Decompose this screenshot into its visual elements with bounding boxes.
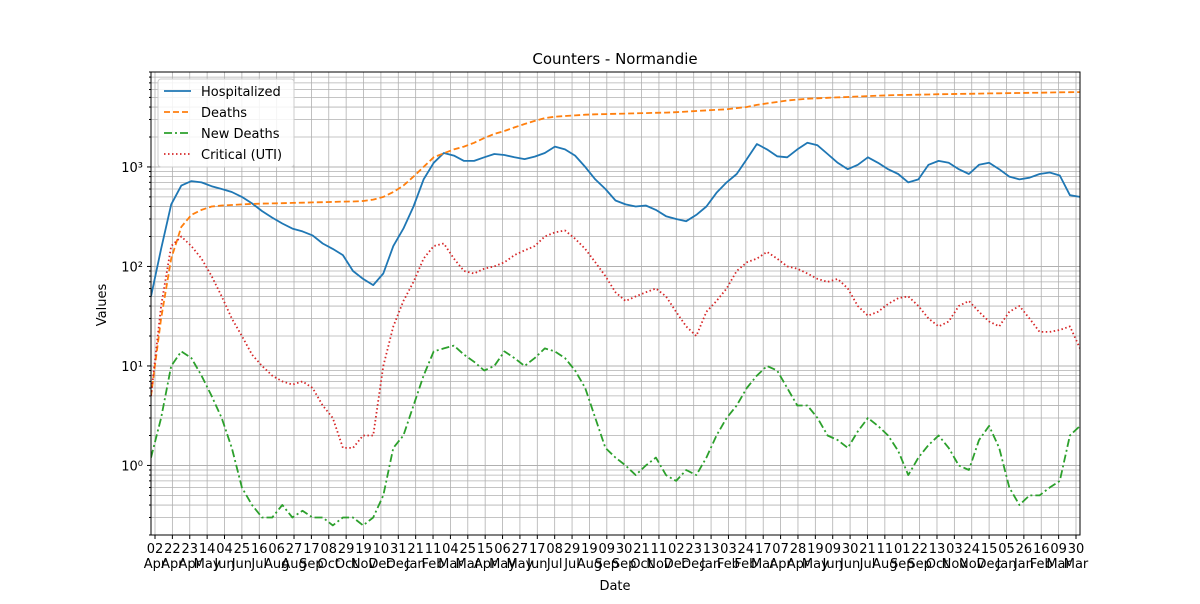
x-tick-label: 14 May: [194, 542, 221, 572]
x-tick-label: 16 Feb: [1030, 542, 1053, 572]
x-tick-label: 11 Nov: [646, 542, 672, 572]
x-tick-label: 22 Apr: [161, 542, 184, 572]
x-tick-label: 28 Apr: [787, 542, 810, 572]
grid-lines: [151, 71, 1080, 536]
x-tick-label: 03 Nov: [942, 542, 968, 572]
x-tick-label: 23 Apr: [179, 542, 202, 572]
x-tick-label: 21 Jan: [405, 542, 426, 572]
x-tick-label: 25 Mar: [456, 542, 481, 572]
x-tick-label: 01 Sep: [890, 542, 915, 572]
x-tick-label: 08 Jul: [546, 542, 563, 572]
x-tick-label: 11 Aug: [872, 542, 897, 572]
x-tick-label: 23 Dec: [681, 542, 706, 572]
legend: Hospitalized Deaths New Deaths Critical (UT…: [157, 78, 295, 168]
x-tick-label: 17 Sep: [299, 542, 324, 572]
x-tick-label: 08 Oct: [318, 542, 340, 572]
y-tick-label: 10²: [121, 260, 143, 275]
x-tick-label: 17 Jun: [526, 542, 547, 572]
x-tick-label: 30 Sep: [612, 542, 637, 572]
x-tick-label: 19 Nov: [351, 542, 377, 572]
x-tick-label: 04 Mar: [438, 542, 463, 572]
x-axis-label: Date: [599, 579, 630, 594]
x-tick-label: 16 Jul: [250, 542, 267, 572]
series-line-critical-uti: [151, 229, 1080, 449]
x-tick-label: 05 Jan: [995, 542, 1016, 572]
x-tick-label: 21 Oct: [630, 542, 652, 572]
legend-label: New Deaths: [201, 127, 280, 142]
plot-frame: [150, 71, 1081, 536]
x-tick-label: 02 Apr: [144, 542, 167, 572]
legend-label: Hospitalized: [201, 85, 281, 100]
x-tick-label: 11 Feb: [422, 542, 445, 572]
series-line-hospitalized: [151, 141, 1080, 297]
x-tick-label: 10 Dec: [368, 542, 393, 572]
y-tick-label: 10³: [121, 161, 143, 176]
x-tick-label: 30 Mar: [1064, 542, 1089, 572]
x-tick-label: 29 Jul: [563, 542, 580, 572]
y-axis-label: Values: [95, 284, 110, 327]
x-tick-label: 29 Oct: [335, 542, 357, 572]
x-tick-label: 06 May: [489, 542, 516, 572]
x-tick-label: 09 Jun: [822, 542, 843, 572]
x-tick-label: 25 Jun: [231, 542, 252, 572]
x-tick-label: 15 Apr: [474, 542, 497, 572]
chart-title: Counters - Normandie: [532, 50, 697, 68]
x-tick-label: 06 Aug: [264, 542, 289, 572]
x-tick-label: 27 Aug: [281, 542, 306, 572]
x-tick-label: 24 Feb: [734, 542, 757, 572]
axes: [147, 71, 1081, 539]
x-tick-label: 03 Feb: [717, 542, 740, 572]
x-tick-label: 04 Jun: [213, 542, 234, 572]
legend-box: [157, 78, 295, 168]
series-line-new-deaths: [151, 344, 1080, 527]
x-tick-label: 19 Aug: [577, 542, 602, 572]
x-tick-label: 13 Oct: [926, 542, 948, 572]
x-tick-label: 24 Nov: [959, 542, 985, 572]
x-tick-label: 19 May: [802, 542, 829, 572]
legend-label: Critical (UTI): [201, 148, 282, 163]
x-tick-label: 07 Apr: [769, 542, 792, 572]
x-tick-label: 09 Sep: [595, 542, 620, 572]
x-tick-label: 30 Jun: [839, 542, 860, 572]
x-tick-label: 27 May: [506, 542, 533, 572]
x-tick-label: 21 Jul: [859, 542, 876, 572]
series-lines: [151, 91, 1080, 527]
series-line-deaths: [151, 91, 1080, 397]
legend-label: Deaths: [201, 106, 247, 121]
x-tick-label: 26 Jan: [1013, 542, 1034, 572]
x-tick-label: 13 Jan: [700, 542, 721, 572]
y-tick-label: 10⁰: [121, 459, 143, 474]
x-tick-label: 09 Mar: [1046, 542, 1071, 572]
y-tick-label: 10¹: [121, 360, 143, 375]
x-tick-label: 22 Sep: [907, 542, 932, 572]
x-tick-label: 17 Mar: [751, 542, 776, 572]
x-tick-label: 31 Dec: [386, 542, 411, 572]
x-tick-label: 02 Dec: [664, 542, 689, 572]
x-tick-label: 15 Dec: [977, 542, 1002, 572]
